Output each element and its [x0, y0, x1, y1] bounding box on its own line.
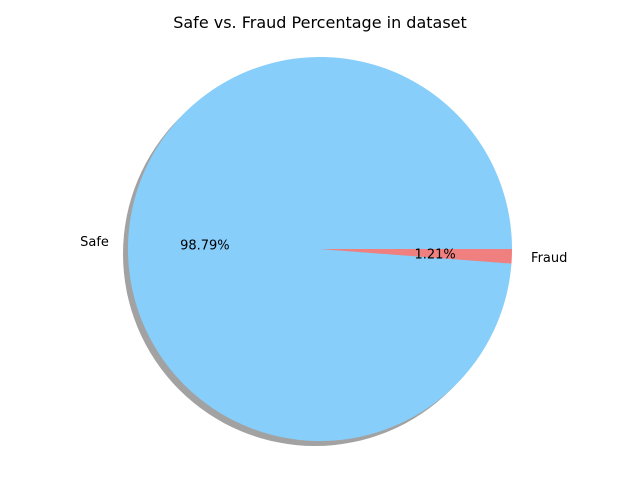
slice-label-safe: Safe — [80, 235, 109, 250]
pie-slice-safe — [128, 56, 512, 441]
pie-labels: Safe 98.79% Fraud 1.21% — [80, 235, 567, 266]
pie-slice-fraud — [320, 249, 512, 264]
slice-pct-fraud: 1.21% — [414, 247, 455, 262]
pie-slices — [128, 56, 512, 441]
chart-title: Safe vs. Fraud Percentage in dataset — [173, 13, 467, 32]
slice-pct-safe: 98.79% — [180, 239, 230, 254]
slice-label-fraud: Fraud — [531, 251, 567, 266]
